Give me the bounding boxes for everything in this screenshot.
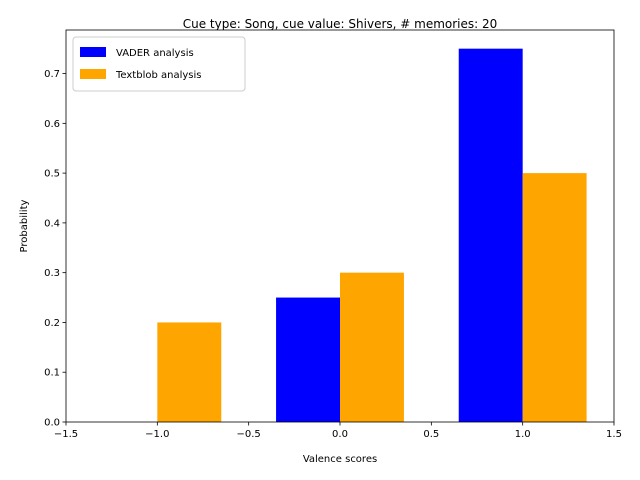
bar-vader-1 [276, 297, 340, 422]
legend-box [72, 36, 246, 92]
legend: VADER analysis Textblob analysis [72, 36, 246, 92]
y-tick-label: 0.3 [44, 268, 60, 279]
y-tick-label: 0.2 [44, 318, 60, 329]
y-tick-label: 0.4 [44, 218, 60, 229]
bar-textblob-0 [157, 322, 222, 422]
x-tick-label: 1.0 [515, 429, 531, 440]
x-tick-label: −1.5 [54, 429, 78, 440]
bar-textblob-2 [522, 173, 587, 422]
y-tick-label: 0.0 [44, 418, 60, 429]
x-tick-label: 1.5 [606, 429, 622, 440]
y-axis-label: Probability [19, 199, 30, 252]
y-tick-label: 0.5 [44, 169, 60, 180]
chart-title: Cue type: Song, cue value: Shivers, # me… [183, 17, 498, 31]
legend-swatch [80, 47, 106, 57]
bar-textblob-1 [340, 272, 404, 422]
legend-swatch [80, 69, 106, 79]
legend-label: Textblob analysis [115, 70, 201, 81]
y-tick-label: 0.7 [44, 69, 60, 80]
x-tick-label: 0.0 [332, 429, 348, 440]
x-tick-label: −1.0 [145, 429, 169, 440]
bars-group [157, 48, 587, 423]
bar-vader-2 [458, 48, 523, 423]
y-tick-label: 0.6 [44, 119, 60, 130]
x-axis-label: Valence scores [303, 454, 377, 465]
y-tick-label: 0.1 [44, 368, 60, 379]
legend-label: VADER analysis [116, 48, 194, 59]
y-axis-ticks: 0.0 0.1 0.2 0.3 0.4 0.5 0.6 0.7 [44, 69, 66, 429]
plot-frame [65, 29, 615, 423]
x-tick-label: −0.5 [237, 429, 261, 440]
x-tick-label: 0.5 [423, 429, 439, 440]
x-axis-ticks: −1.5 −1.0 −0.5 0.0 0.5 1.0 1.5 [54, 422, 622, 440]
